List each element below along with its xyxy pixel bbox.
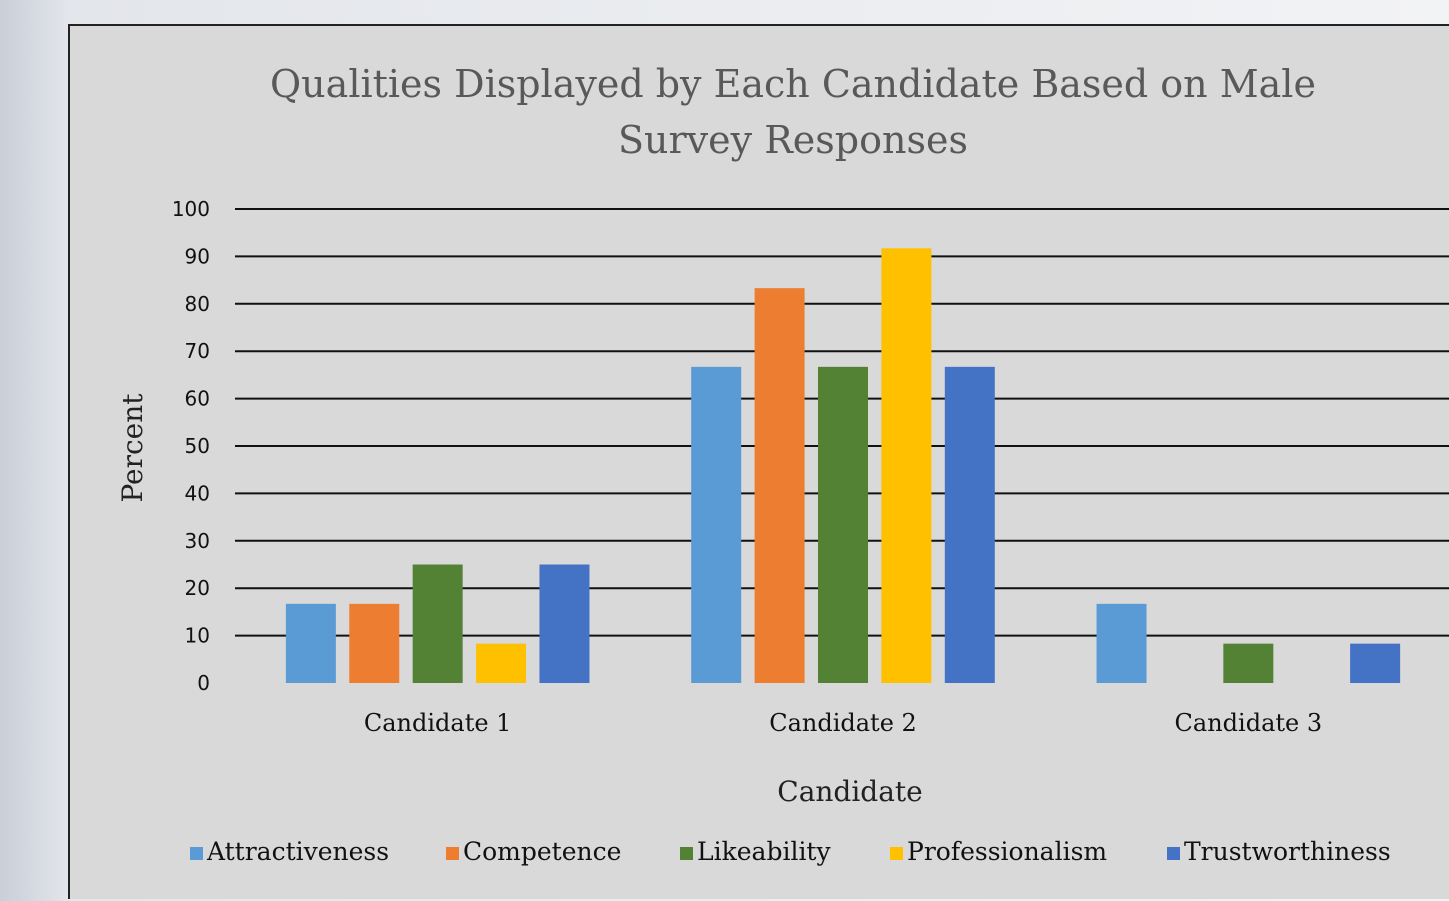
- legend-swatch-trustworthiness: [1167, 847, 1180, 860]
- y-tick-label: 0: [197, 671, 210, 695]
- legend-swatch-professionalism: [890, 847, 903, 860]
- chart-svg: Qualities Displayed by Each Candidate Ba…: [116, 62, 1449, 866]
- x-category-label: Candidate 3: [1175, 709, 1323, 737]
- bar-professionalism-2: [881, 248, 932, 684]
- legend-label-professionalism: Professionalism: [907, 837, 1107, 866]
- legend-swatch-likeability: [680, 847, 693, 860]
- y-tick-label: 40: [185, 481, 210, 505]
- bar-likeability-3: [1223, 643, 1274, 683]
- y-tick-label: 50: [185, 434, 210, 458]
- chart-title-line-1: Qualities Displayed by Each Candidate Ba…: [270, 62, 1316, 106]
- x-axis-categories: Candidate 1 Candidate 2 Candidate 3: [364, 709, 1322, 737]
- y-tick-label: 80: [185, 292, 210, 316]
- legend-label-attractiveness: Attractiveness: [206, 837, 389, 866]
- y-tick-label: 30: [185, 529, 210, 553]
- y-tick-label: 90: [185, 244, 210, 268]
- y-tick-label: 10: [185, 624, 210, 648]
- bar-competence-2: [754, 288, 805, 683]
- legend-label-competence: Competence: [463, 837, 621, 866]
- chart-area: Qualities Displayed by Each Candidate Ba…: [68, 24, 1449, 899]
- x-axis-title: Candidate: [777, 775, 922, 808]
- bar-likeability-2: [818, 366, 868, 683]
- bars: [285, 248, 1401, 684]
- y-tick-label: 60: [185, 387, 210, 411]
- x-category-label: Candidate 2: [769, 709, 917, 737]
- bar-competence-1: [349, 603, 400, 683]
- legend-label-likeability: Likeability: [697, 837, 831, 866]
- legend-swatch-competence: [446, 847, 459, 860]
- y-tick-label: 70: [185, 339, 210, 363]
- bar-likeability-1: [412, 564, 463, 683]
- bar-attractiveness-3: [1096, 603, 1147, 683]
- legend-swatch-attractiveness: [190, 847, 203, 860]
- legend: Attractiveness Competence Likeability Profe…: [190, 837, 1391, 866]
- x-category-label: Candidate 1: [364, 709, 512, 737]
- bar-attractiveness-2: [691, 366, 742, 683]
- bar-professionalism-1: [476, 643, 527, 683]
- bar-trustworthiness-1: [539, 564, 590, 683]
- bar-trustworthiness-3: [1350, 643, 1401, 683]
- y-tick-label: 20: [185, 576, 210, 600]
- legend-label-trustworthiness: Trustworthiness: [1184, 837, 1391, 866]
- y-tick-label: 100: [172, 197, 210, 221]
- y-axis-ticks: 0 10 20 30 40 50 60 70 80 90 100: [172, 197, 210, 695]
- bar-attractiveness-1: [285, 603, 336, 683]
- bar-trustworthiness-2: [944, 366, 995, 683]
- chart-title-line-2: Survey Responses: [618, 118, 968, 162]
- y-axis-title: Percent: [116, 393, 149, 503]
